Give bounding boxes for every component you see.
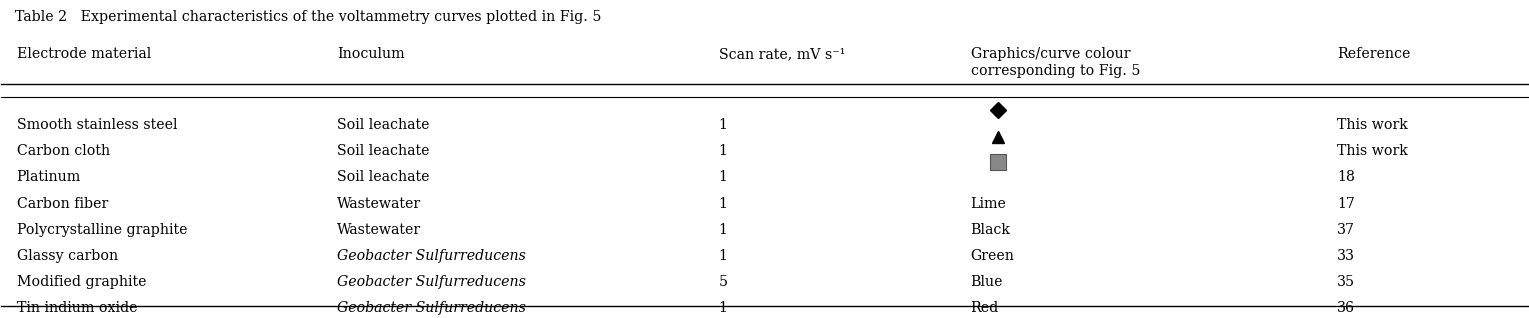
Text: 37: 37	[1336, 223, 1355, 237]
Text: Wastewater: Wastewater	[338, 197, 422, 211]
Text: Carbon fiber: Carbon fiber	[17, 197, 109, 211]
Text: Inoculum: Inoculum	[338, 47, 405, 61]
Text: 1: 1	[719, 170, 728, 184]
Text: Platinum: Platinum	[17, 170, 81, 184]
Text: Scan rate, mV s⁻¹: Scan rate, mV s⁻¹	[719, 47, 846, 61]
Text: Green: Green	[971, 249, 1014, 263]
Text: 1: 1	[719, 197, 728, 211]
Text: Lime: Lime	[971, 197, 1006, 211]
Text: Wastewater: Wastewater	[338, 223, 422, 237]
Text: Table 2   Experimental characteristics of the voltammetry curves plotted in Fig.: Table 2 Experimental characteristics of …	[15, 10, 602, 24]
Text: 17: 17	[1336, 197, 1355, 211]
Text: Black: Black	[971, 223, 1011, 237]
Text: This work: This work	[1336, 118, 1408, 132]
Text: Geobacter Sulfurreducens: Geobacter Sulfurreducens	[338, 301, 526, 315]
Text: Carbon cloth: Carbon cloth	[17, 144, 110, 158]
Text: 1: 1	[719, 249, 728, 263]
Text: 1: 1	[719, 223, 728, 237]
Text: This work: This work	[1336, 144, 1408, 158]
Text: 1: 1	[719, 118, 728, 132]
Text: 36: 36	[1336, 301, 1355, 315]
Text: Smooth stainless steel: Smooth stainless steel	[17, 118, 177, 132]
Text: Graphics/curve colour
corresponding to Fig. 5: Graphics/curve colour corresponding to F…	[971, 47, 1141, 78]
Text: Soil leachate: Soil leachate	[338, 118, 430, 132]
Text: 5: 5	[719, 275, 728, 289]
Text: Blue: Blue	[971, 275, 1003, 289]
Text: Soil leachate: Soil leachate	[338, 144, 430, 158]
Text: Tin indium oxide: Tin indium oxide	[17, 301, 138, 315]
Text: Reference: Reference	[1336, 47, 1410, 61]
Text: Geobacter Sulfurreducens: Geobacter Sulfurreducens	[338, 249, 526, 263]
Text: 18: 18	[1336, 170, 1355, 184]
Text: Polycrystalline graphite: Polycrystalline graphite	[17, 223, 187, 237]
Text: 35: 35	[1336, 275, 1355, 289]
Text: Electrode material: Electrode material	[17, 47, 151, 61]
Text: Geobacter Sulfurreducens: Geobacter Sulfurreducens	[338, 275, 526, 289]
Text: Modified graphite: Modified graphite	[17, 275, 147, 289]
Text: 1: 1	[719, 301, 728, 315]
Text: Soil leachate: Soil leachate	[338, 170, 430, 184]
Text: 1: 1	[719, 144, 728, 158]
Text: 33: 33	[1336, 249, 1355, 263]
Text: Red: Red	[971, 301, 998, 315]
Text: Glassy carbon: Glassy carbon	[17, 249, 118, 263]
